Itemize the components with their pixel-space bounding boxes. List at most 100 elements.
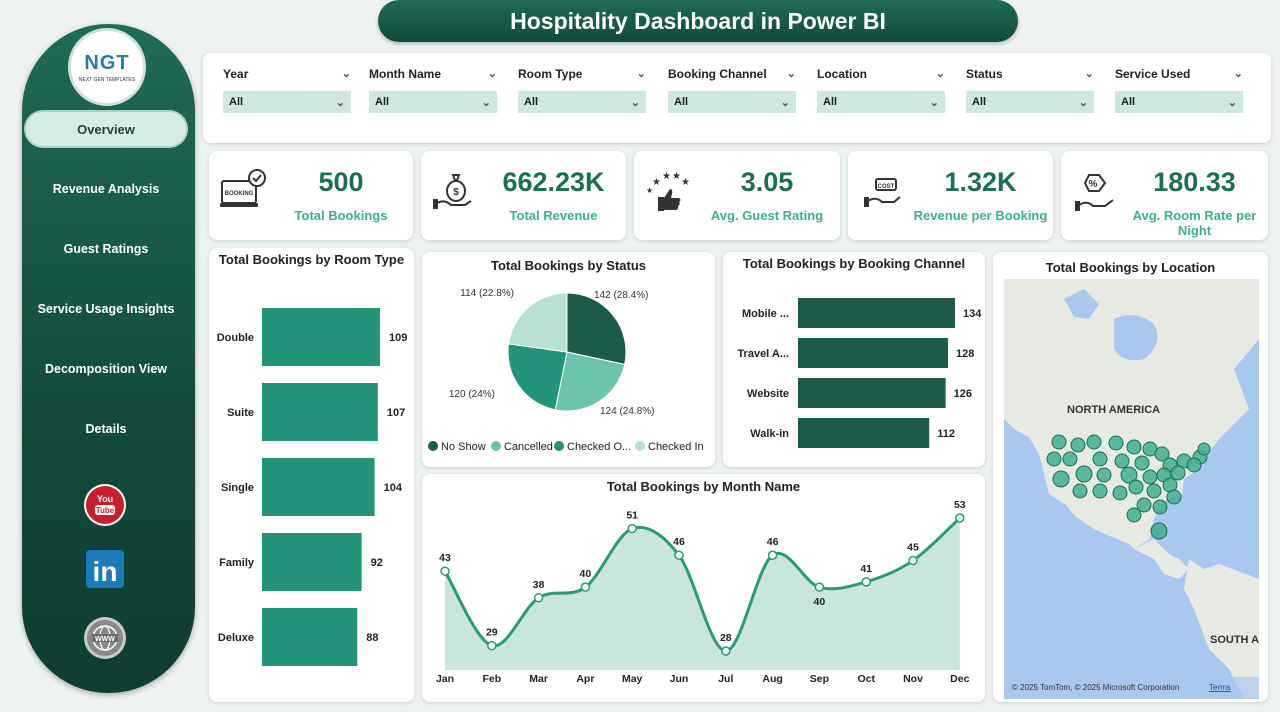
chevron-down-icon[interactable]: ⌄ [935, 68, 945, 80]
filter-label: Status [966, 67, 1003, 81]
chevron-down-icon[interactable]: ⌄ [487, 68, 497, 80]
chevron-down-icon[interactable]: ⌄ [341, 68, 351, 80]
location-bubble[interactable] [1146, 483, 1162, 499]
location-bubble[interactable] [1092, 483, 1108, 499]
legend-label[interactable]: Checked O... [567, 441, 631, 453]
nav-service-usage-insights[interactable]: Service Usage Insights [37, 302, 175, 316]
bar[interactable] [262, 608, 358, 666]
location-bubble[interactable] [1046, 451, 1062, 467]
data-point[interactable] [533, 593, 544, 603]
location-bubble[interactable] [1136, 497, 1152, 513]
bar[interactable] [262, 458, 375, 516]
filter-dropdown[interactable]: All ⌄ [223, 91, 351, 113]
pie-slice[interactable] [507, 292, 568, 353]
data-point[interactable] [814, 582, 825, 592]
location-bubble[interactable] [1128, 479, 1144, 495]
chevron-down-icon[interactable]: ⌄ [636, 68, 646, 80]
data-point[interactable] [580, 582, 591, 592]
bar[interactable] [798, 298, 955, 328]
bar[interactable] [262, 383, 378, 441]
location-bubble[interactable] [1134, 455, 1150, 471]
nav-revenue-analysis[interactable]: Revenue Analysis [52, 182, 160, 196]
legend-label[interactable]: No Show [441, 441, 486, 453]
nav-guest-ratings[interactable]: Guest Ratings [63, 242, 149, 256]
kpi-label: Total Bookings [294, 208, 388, 223]
map-terms-link[interactable]: Terms [1209, 683, 1231, 692]
filter-dropdown[interactable]: All ⌄ [966, 91, 1094, 113]
location-map[interactable]: NORTH AMERICA SOUTH A [1004, 279, 1259, 699]
month-chart: Total Bookings by Month Name 43 Jan 29 Feb 3… [422, 474, 985, 702]
nav-details[interactable]: Details [85, 422, 127, 436]
x-tick-label: Mar [529, 673, 548, 685]
nav-overview[interactable]: Overview [26, 112, 186, 146]
legend-label[interactable]: Cancelled [504, 441, 553, 453]
filter-dropdown[interactable]: All ⌄ [369, 91, 497, 113]
bar[interactable] [262, 308, 380, 366]
data-point[interactable] [440, 566, 450, 576]
data-point[interactable] [767, 550, 778, 560]
bar[interactable] [798, 418, 930, 448]
location-bubble[interactable] [1108, 435, 1124, 451]
location-bubble[interactable] [1114, 453, 1130, 469]
location-bubble[interactable] [1075, 465, 1093, 483]
bar[interactable] [798, 338, 948, 368]
chevron-down-icon[interactable]: ⌄ [1084, 68, 1094, 80]
bar[interactable] [262, 533, 362, 591]
filter-dropdown[interactable]: All ⌄ [518, 91, 646, 113]
data-point[interactable] [861, 577, 871, 587]
location-bubble[interactable] [1070, 437, 1086, 453]
data-label: 134 [963, 308, 982, 320]
x-tick-label: Sep [810, 673, 829, 685]
location-bubble[interactable] [1072, 483, 1088, 499]
filter-service-used[interactable]: Service Used ⌄ All ⌄ [1115, 67, 1243, 113]
globe-icon[interactable]: WWW [84, 617, 126, 659]
filter-month-name[interactable]: Month Name ⌄ All ⌄ [369, 67, 497, 113]
location-bubble[interactable] [1142, 469, 1158, 485]
filter-location[interactable]: Location ⌄ All ⌄ [817, 67, 945, 113]
location-bubble[interactable] [1120, 466, 1138, 484]
location-bubble[interactable] [1150, 522, 1168, 540]
location-bubble[interactable] [1086, 434, 1102, 450]
data-point[interactable] [955, 513, 965, 523]
location-bubble[interactable] [1126, 439, 1142, 455]
data-label: 45 [907, 542, 919, 554]
filter-dropdown[interactable]: All ⌄ [1115, 91, 1243, 113]
location-bubble[interactable] [1052, 470, 1070, 488]
location-bubble[interactable] [1152, 499, 1168, 515]
location-bubble[interactable] [1112, 485, 1128, 501]
chevron-down-icon: ⌄ [630, 96, 640, 109]
location-bubble[interactable] [1170, 465, 1186, 481]
filter-year[interactable]: Year ⌄ All ⌄ [223, 67, 351, 113]
location-bubble[interactable] [1051, 434, 1067, 450]
data-point[interactable] [908, 555, 918, 566]
linkedin-icon[interactable]: in [84, 548, 126, 590]
data-point[interactable] [487, 640, 497, 651]
status-chart: Total Bookings by Status 142 (28.4%) 124 … [422, 252, 715, 467]
youtube-icon[interactable]: You Tube [84, 484, 126, 526]
pie-slice[interactable] [507, 343, 568, 411]
filter-dropdown[interactable]: All ⌄ [817, 91, 945, 113]
kpi-value: 3.05 [740, 167, 794, 197]
location-bubble[interactable] [1186, 457, 1202, 473]
location-bubble[interactable] [1197, 442, 1211, 456]
chevron-down-icon[interactable]: ⌄ [786, 68, 796, 80]
location-bubble[interactable] [1154, 446, 1170, 462]
data-point[interactable] [721, 646, 731, 656]
location-bubble[interactable] [1096, 467, 1112, 483]
data-point[interactable] [627, 523, 637, 534]
pie-slice[interactable] [554, 351, 626, 412]
filter-room-type[interactable]: Room Type ⌄ All ⌄ [518, 67, 646, 113]
filter-dropdown[interactable]: All ⌄ [668, 91, 796, 113]
filter-booking-channel[interactable]: Booking Channel ⌄ All ⌄ [668, 67, 796, 113]
data-point[interactable] [674, 550, 684, 560]
pie-slice[interactable] [566, 292, 627, 366]
nav-decomposition-view[interactable]: Decomposition View [44, 362, 167, 376]
bar[interactable] [798, 378, 946, 408]
chevron-down-icon[interactable]: ⌄ [1233, 68, 1243, 80]
location-bubble[interactable] [1062, 451, 1078, 467]
location-bubble[interactable] [1166, 489, 1182, 505]
filter-status[interactable]: Status ⌄ All ⌄ [966, 67, 1094, 113]
location-bubble[interactable] [1126, 507, 1142, 523]
legend-label[interactable]: Checked In [648, 441, 704, 453]
location-bubble[interactable] [1092, 451, 1108, 467]
